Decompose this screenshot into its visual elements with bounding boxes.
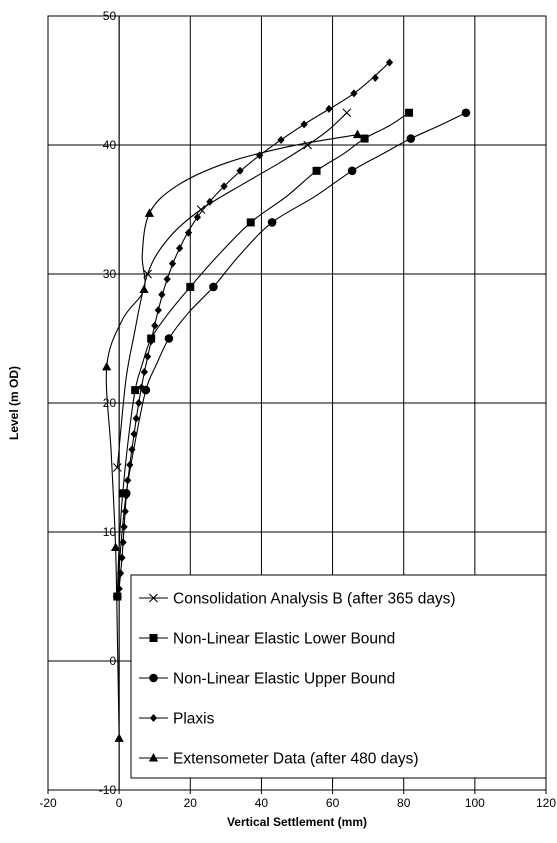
legend-item: Consolidation Analysis B (after 365 days… — [139, 591, 456, 608]
data-point — [256, 151, 264, 160]
y-tick-label: -10 — [99, 783, 117, 797]
legend-marker-triangle — [148, 753, 159, 762]
data-point — [186, 282, 195, 291]
x-tick-label: 20 — [184, 796, 198, 810]
data-point — [110, 542, 121, 551]
data-point — [102, 361, 112, 371]
data-point — [147, 337, 155, 346]
data-point — [352, 129, 363, 139]
data-point — [122, 491, 130, 500]
data-point — [151, 321, 159, 330]
data-point — [342, 108, 352, 118]
legend: Consolidation Analysis B (after 365 days… — [130, 574, 547, 779]
legend-label: Consolidation Analysis B (after 365 days… — [173, 591, 456, 608]
legend-item: Non-Linear Elastic Lower Bound — [139, 631, 395, 648]
legend-marker-circle — [149, 673, 158, 683]
x-axis-ticks: -20 0 20 40 60 80 100 120 — [39, 790, 556, 810]
data-point — [130, 429, 138, 438]
data-point — [120, 522, 128, 531]
y-tick-label: 30 — [103, 267, 117, 281]
data-point — [406, 134, 416, 143]
data-point — [126, 460, 134, 469]
data-point — [277, 135, 285, 144]
data-point — [140, 368, 148, 377]
data-point — [114, 733, 124, 742]
legend-label: Non-Linear Elastic Upper Bound — [173, 671, 395, 688]
data-point — [300, 120, 308, 129]
data-point — [112, 463, 122, 472]
x-tick-label: 120 — [536, 796, 556, 810]
series-triangle — [102, 129, 363, 742]
data-point — [246, 218, 255, 227]
series-layer — [102, 58, 471, 742]
x-tick-label: 100 — [465, 796, 485, 810]
data-point — [163, 275, 171, 284]
y-tick-label: 10 — [103, 525, 117, 539]
data-point — [144, 208, 154, 217]
data-point — [144, 352, 152, 361]
data-point — [113, 592, 122, 601]
legend-box — [130, 574, 547, 779]
data-point — [176, 244, 184, 253]
data-point — [360, 134, 369, 143]
series-line — [105, 134, 358, 739]
data-point — [371, 73, 379, 82]
y-axis-ticks: -10 0 10 20 30 40 50 — [99, 9, 117, 797]
data-point — [124, 476, 132, 485]
legend-marker-square — [149, 634, 158, 642]
data-point — [116, 569, 125, 578]
legend-item: Non-Linear Elastic Upper Bound — [139, 671, 395, 688]
y-axis-label: Level (m OD) — [7, 366, 21, 440]
data-point — [118, 553, 126, 562]
data-point — [196, 205, 206, 214]
data-point — [121, 507, 129, 516]
x-tick-label: 60 — [326, 796, 340, 810]
data-point — [158, 290, 166, 299]
legend-item: Plaxis — [139, 711, 215, 728]
legend-label: Extensometer Data (after 480 days) — [173, 751, 419, 768]
data-point — [405, 108, 414, 117]
data-point — [350, 89, 358, 98]
data-point — [139, 284, 149, 293]
data-point — [168, 259, 177, 268]
data-point — [206, 197, 214, 206]
data-point — [132, 414, 140, 423]
legend-label: Non-Linear Elastic Lower Bound — [173, 631, 395, 648]
data-point — [209, 282, 218, 292]
x-tick-label: 80 — [397, 796, 411, 810]
x-tick-label: 0 — [116, 796, 123, 810]
data-point — [115, 584, 123, 593]
y-tick-label: 40 — [103, 138, 117, 152]
y-tick-label: 0 — [109, 654, 116, 668]
data-point — [131, 386, 140, 395]
data-point — [347, 166, 357, 176]
x-axis-label: Vertical Settlement (mm) — [227, 815, 367, 829]
data-point — [461, 108, 471, 118]
data-point — [267, 218, 277, 227]
data-point — [135, 399, 143, 407]
legend-item: Extensometer Data (after 480 days) — [139, 751, 419, 768]
x-tick-label: -20 — [39, 796, 57, 810]
data-point — [220, 182, 228, 191]
data-point — [128, 445, 136, 454]
data-point — [137, 383, 146, 392]
y-tick-label: 20 — [103, 396, 117, 410]
data-point — [184, 228, 193, 237]
data-point — [154, 306, 162, 315]
plot-area-border — [47, 15, 547, 791]
y-tick-label: 50 — [103, 9, 117, 23]
legend-label: Plaxis — [173, 711, 215, 728]
data-point — [193, 213, 201, 222]
legend-marker-diamond — [149, 714, 158, 722]
legend-marker-x — [149, 593, 158, 603]
data-point — [385, 58, 394, 67]
x-tick-label: 40 — [255, 796, 269, 810]
data-point — [312, 166, 321, 175]
data-point — [164, 334, 174, 343]
data-point — [236, 166, 244, 175]
data-point — [325, 104, 333, 113]
data-point — [119, 538, 127, 547]
